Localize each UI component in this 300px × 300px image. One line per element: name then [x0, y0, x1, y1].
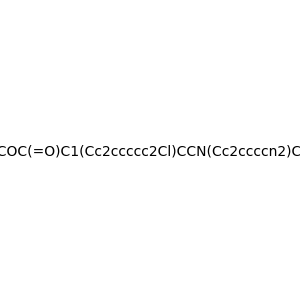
- Text: CCOC(=O)C1(Cc2ccccc2Cl)CCN(Cc2ccccn2)CC1: CCOC(=O)C1(Cc2ccccc2Cl)CCN(Cc2ccccn2)CC1: [0, 145, 300, 158]
